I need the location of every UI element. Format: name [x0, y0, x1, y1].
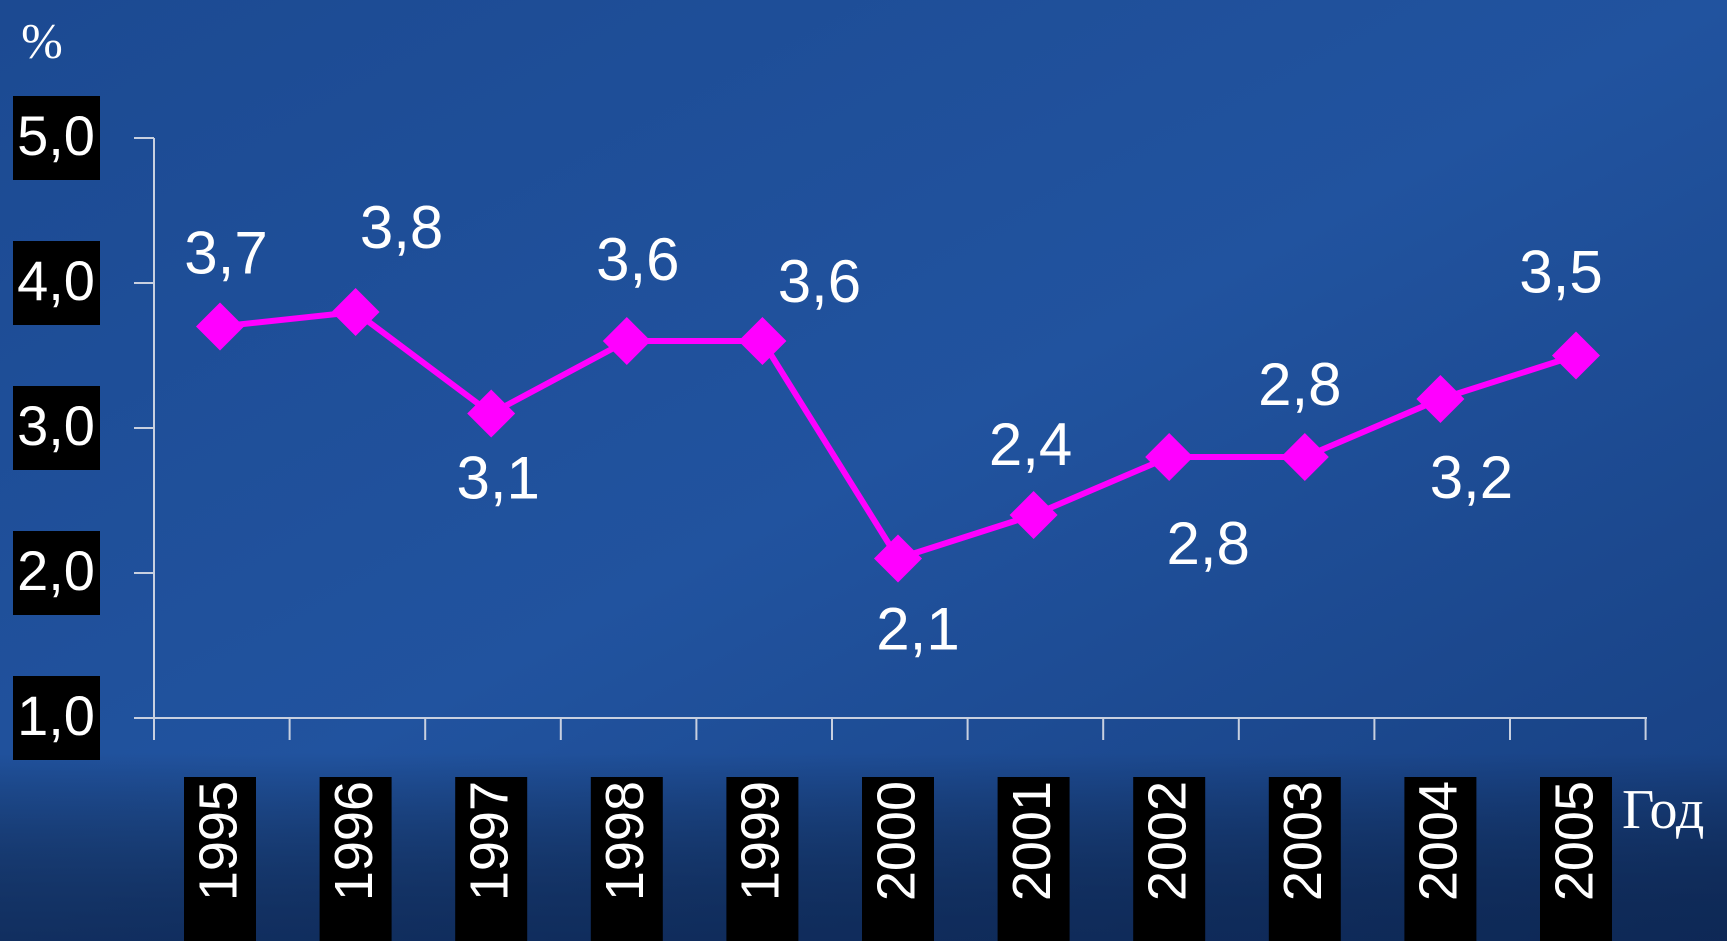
x-tick-label-box	[1404, 777, 1477, 941]
y-tick-label-box	[13, 241, 100, 325]
x-tick-label-box	[1268, 777, 1341, 941]
y-tick-label-box	[13, 386, 100, 470]
data-label: 2,4	[989, 411, 1072, 478]
data-label: 3,7	[184, 219, 267, 286]
x-tick-label-box	[862, 777, 934, 941]
x-tick-label: 1998	[595, 781, 655, 901]
x-tick-label: 2000	[866, 781, 926, 901]
point-marker	[467, 389, 516, 438]
data-label: 3,1	[456, 444, 539, 511]
data-label: 3,6	[778, 248, 861, 315]
data-label: 3,6	[596, 226, 679, 293]
x-tick-label-box	[590, 777, 663, 941]
y-axis-label: %	[21, 12, 63, 68]
point-marker	[1416, 375, 1465, 423]
data-label: 2,8	[1166, 510, 1249, 577]
x-tick-label: 2005	[1544, 781, 1604, 901]
y-tick-label-box	[13, 531, 100, 615]
point-marker	[1145, 433, 1194, 481]
point-marker	[738, 317, 787, 365]
y-tick-label: 3,0	[17, 394, 95, 457]
data-label: 3,2	[1430, 444, 1513, 511]
data-label: 3,8	[360, 194, 443, 261]
x-tick-label: 2003	[1273, 781, 1333, 901]
x-tick-label: 1995	[188, 781, 248, 901]
point-marker	[196, 302, 244, 351]
y-tick-label: 5,0	[17, 104, 95, 167]
data-label: 2,1	[876, 595, 959, 662]
x-tick-label-box	[455, 777, 528, 941]
y-tick-label-box	[13, 676, 100, 760]
x-tick-label-box	[726, 777, 799, 941]
point-marker	[1009, 491, 1058, 539]
x-tick-label-box	[1133, 777, 1206, 941]
y-tick-label: 4,0	[17, 249, 95, 312]
point-marker	[874, 534, 922, 583]
point-marker	[331, 288, 380, 336]
point-marker	[1552, 331, 1600, 380]
y-tick-label-box	[13, 96, 100, 180]
x-tick-label: 1997	[459, 781, 519, 901]
x-tick-label: 2001	[1002, 781, 1062, 901]
x-tick-label: 2002	[1137, 781, 1197, 901]
point-marker	[602, 317, 651, 365]
y-tick-label: 2,0	[17, 539, 95, 602]
data-label: 3,5	[1519, 238, 1602, 305]
x-tick-label: 2004	[1409, 781, 1469, 901]
point-marker	[1280, 433, 1329, 481]
x-tick-label-box	[184, 777, 256, 941]
x-tick-label-box	[319, 777, 392, 941]
x-axis-label: Год	[1622, 779, 1704, 841]
data-label: 2,8	[1258, 351, 1341, 418]
y-tick-label: 1,0	[17, 684, 95, 747]
x-tick-label-box	[1540, 777, 1612, 941]
x-tick-label-box	[997, 777, 1070, 941]
x-tick-label: 1996	[324, 781, 384, 901]
x-tick-label: 1999	[731, 781, 791, 901]
